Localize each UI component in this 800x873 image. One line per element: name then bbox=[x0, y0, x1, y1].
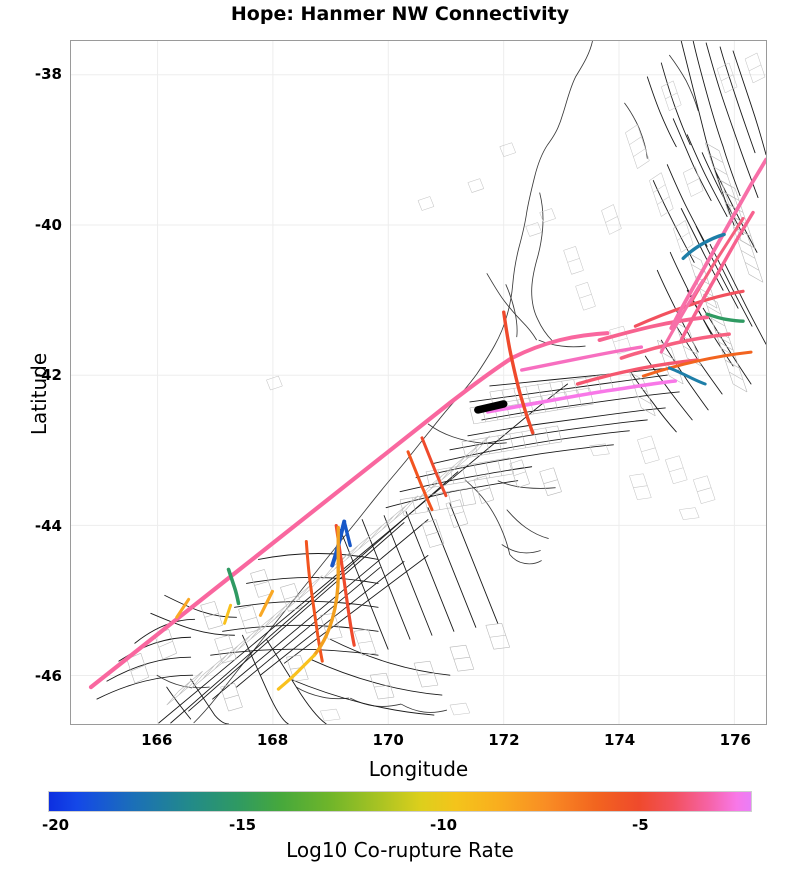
coastline bbox=[156, 41, 699, 724]
ytick-label: -40 bbox=[34, 215, 62, 234]
xtick-label: 166 bbox=[141, 731, 173, 749]
xtick-label: 174 bbox=[603, 731, 636, 749]
colorbar-tick-label: -20 bbox=[42, 816, 70, 834]
figure-title: Hope: Hanmer NW Connectivity bbox=[230, 3, 570, 25]
fault-surface-mesh bbox=[126, 52, 766, 722]
colorbar[interactable] bbox=[48, 791, 752, 812]
xtick-label: 168 bbox=[256, 731, 289, 749]
colorbar-tick-label: -10 bbox=[430, 816, 458, 834]
y-axis-label: Latitude bbox=[27, 352, 51, 436]
ytick-label: -38 bbox=[34, 64, 62, 83]
xtick-label: 176 bbox=[719, 731, 751, 749]
colorbar-label: Log10 Co-rupture Rate bbox=[286, 838, 514, 862]
xtick-label: 170 bbox=[372, 731, 404, 749]
colorbar-gradient bbox=[49, 792, 751, 811]
ytick-label: -46 bbox=[34, 667, 62, 686]
x-axis-label: Longitude bbox=[368, 757, 469, 781]
xtick-label: 172 bbox=[488, 731, 520, 749]
colorbar-tick-label: -5 bbox=[632, 816, 649, 834]
corupture-segments bbox=[88, 157, 766, 691]
map-axes[interactable]: .trace{fill:none;stroke:#1a1a1a;stroke-w… bbox=[70, 40, 767, 725]
ytick-label: -44 bbox=[34, 516, 62, 535]
map-plot: .trace{fill:none;stroke:#1a1a1a;stroke-w… bbox=[71, 41, 766, 724]
colorbar-tick-label: -15 bbox=[229, 816, 257, 834]
ytick-label: -42 bbox=[34, 366, 62, 385]
